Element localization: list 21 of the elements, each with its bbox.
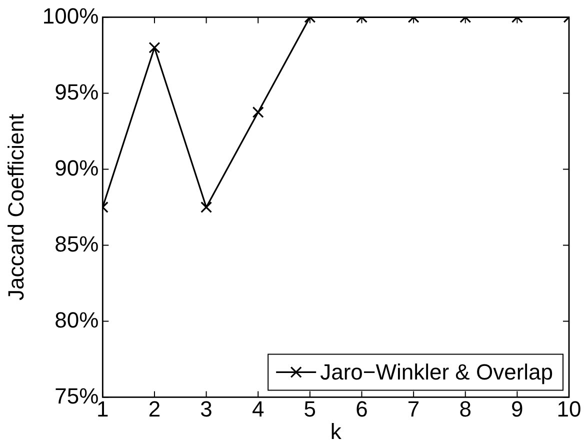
x-tick-label: 6 — [356, 396, 368, 422]
point — [252, 106, 264, 118]
x-tick-label: 8 — [459, 396, 472, 422]
point — [200, 201, 212, 213]
y-axis-title: Jaccard Coefficient — [3, 114, 28, 301]
legend-label: Jaro−Winkler & Overlap — [320, 359, 554, 384]
x-tick-label: 3 — [200, 396, 212, 422]
y-tick-label: 80% — [54, 307, 99, 332]
y-tick-label: 95% — [54, 79, 99, 104]
x-axis-title: k — [330, 418, 342, 444]
x-tick-label: 4 — [252, 396, 264, 422]
x-tick-label: 7 — [407, 396, 420, 422]
y-tick-label: 90% — [54, 155, 99, 180]
x-tick-label: 2 — [148, 396, 161, 422]
y-tick-label: 100% — [42, 3, 99, 28]
x-tick-label: 5 — [304, 396, 316, 422]
x-tick-label: 10 — [556, 396, 582, 422]
x-tick-label: 9 — [511, 396, 524, 422]
y-tick-label: 85% — [54, 231, 99, 256]
x-tick-label: 1 — [96, 396, 109, 422]
y-tick-label: 75% — [54, 383, 99, 408]
